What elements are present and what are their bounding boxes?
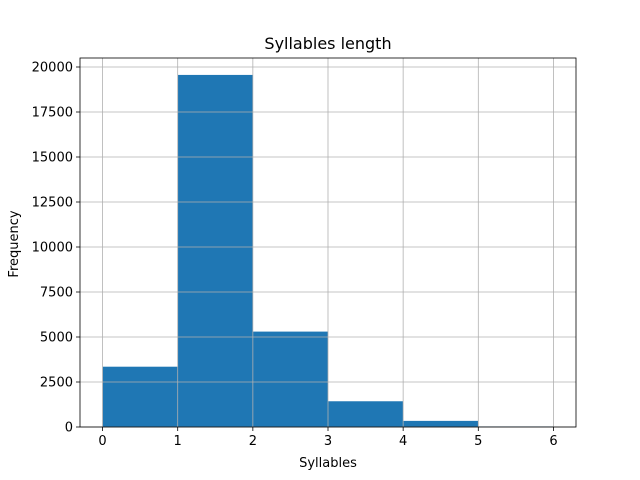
x-tick-label-0: 0: [98, 434, 106, 449]
x-axis-label: Syllables: [299, 456, 357, 471]
y-tick-label-5: 12500: [32, 196, 73, 211]
x-tick-label-4: 4: [399, 434, 407, 449]
x-tick-label-5: 5: [474, 434, 482, 449]
y-tick-label-2: 5000: [40, 331, 73, 346]
histogram-bar-2: [252, 331, 328, 427]
histogram-bar-4: [403, 420, 479, 427]
x-tick-label-2: 2: [249, 434, 257, 449]
histogram-bar-1: [177, 74, 253, 428]
y-tick-label-8: 20000: [32, 61, 73, 76]
y-tick-label-6: 15000: [32, 151, 73, 166]
chart-title: Syllables length: [264, 34, 391, 53]
x-tick-label-1: 1: [174, 434, 182, 449]
y-tick-label-4: 10000: [32, 241, 73, 256]
y-tick-label-1: 2500: [40, 376, 73, 391]
ticks: 0 1 2 3 4 5 6 0 2500 5000 7500 10000 12500 15000 17500…: [32, 61, 558, 450]
y-tick-label-7: 17500: [32, 106, 73, 121]
histogram-bar-0: [102, 366, 178, 427]
x-tick-label-6: 6: [549, 434, 557, 449]
y-tick-label-0: 0: [65, 421, 73, 436]
histogram-bar-3: [328, 401, 404, 427]
x-tick-label-3: 3: [324, 434, 332, 449]
bars: [102, 74, 554, 428]
y-axis-label: Frequency: [7, 210, 22, 277]
y-tick-label-3: 7500: [40, 286, 73, 301]
